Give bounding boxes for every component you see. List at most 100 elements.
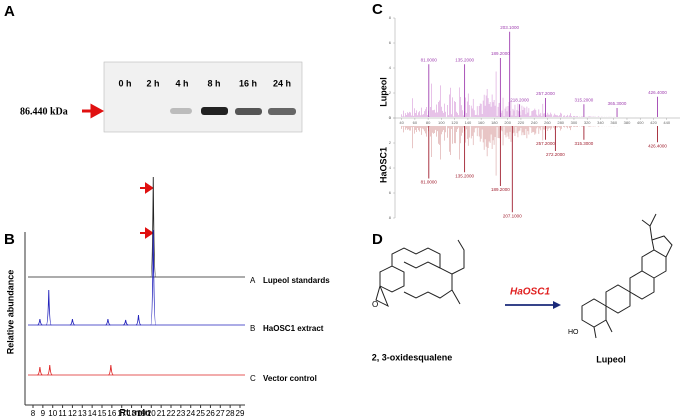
blot-band: [235, 108, 262, 115]
blot-membrane: [103, 61, 303, 133]
x-tick-label: 11: [58, 409, 67, 418]
spectrum-label: Lupeol: [378, 77, 388, 107]
x-tick-label: 320: [584, 120, 591, 125]
blot-band: [170, 108, 192, 114]
lane-label: 4 h: [175, 78, 188, 88]
trace-name: HaOSC1 extract: [263, 324, 324, 333]
lane-label: 8 h: [207, 78, 220, 88]
marker-arrow: [82, 103, 105, 119]
x-tick-label: 13: [78, 409, 87, 418]
peak: [135, 314, 142, 326]
peak-label: 257.2000: [536, 91, 555, 96]
x-tick-label: 16: [107, 409, 116, 418]
peak-label: 272.2000: [546, 152, 565, 157]
x-tick-label: 160: [478, 120, 485, 125]
x-tick-label: 180: [491, 120, 498, 125]
peak: [108, 364, 114, 376]
trace-letter: C: [250, 374, 256, 383]
x-tick-label: 12: [68, 409, 77, 418]
y-tick-label: 8: [389, 215, 392, 220]
peak-label: 203.1000: [500, 25, 519, 30]
x-tick-label: 140: [465, 120, 472, 125]
peak-label: 135.2000: [455, 173, 474, 178]
y-tick-label: 8: [389, 15, 392, 20]
reaction-arrowhead: [553, 301, 561, 309]
x-tick-label: 23: [176, 409, 185, 418]
x-tick-label: 400: [637, 120, 644, 125]
substrate-structure: [375, 239, 465, 308]
x-tick-label: 80: [426, 120, 431, 125]
lane-label: 24 h: [273, 78, 291, 88]
x-tick-label: 15: [98, 409, 107, 418]
x-tick-label: 25: [196, 409, 205, 418]
x-tick-label: 440: [663, 120, 670, 125]
x-tick-label: 260: [544, 120, 551, 125]
spectrum-label: HaOSC1: [378, 147, 388, 183]
x-tick-label: 8: [31, 409, 36, 418]
x-axis-label: Rt :min: [120, 407, 151, 417]
panel-label: C: [372, 1, 383, 18]
peak-label: 315.3000: [575, 141, 594, 146]
peak-label: 189.2000: [491, 51, 510, 56]
blot-band: [201, 107, 228, 115]
x-tick-label: 380: [624, 120, 631, 125]
substrate-name: 2, 3-oxidesqualene: [372, 352, 453, 362]
y-tick-label: 2: [389, 140, 392, 145]
x-tick-label: 28: [226, 409, 235, 418]
peak-label: 81.0000: [421, 180, 438, 185]
y-tick-label: 0: [389, 115, 392, 120]
peak-label: 189.2000: [491, 187, 510, 192]
x-tick-label: 29: [236, 409, 245, 418]
panel-label: B: [4, 231, 15, 248]
y-axis-label: Relative abundance: [5, 270, 15, 355]
x-tick-label: 10: [48, 409, 57, 418]
peak: [37, 366, 43, 376]
peak: [105, 318, 111, 326]
y-tick-label: 2: [389, 90, 392, 95]
product-structure: [581, 213, 673, 339]
x-tick-label: 24: [186, 409, 195, 418]
peak-label: 426.4000: [648, 143, 667, 148]
panel-label: A: [4, 3, 15, 20]
y-tick-label: 4: [389, 165, 392, 170]
y-tick-label: 6: [389, 40, 392, 45]
x-tick-label: 60: [413, 120, 418, 125]
x-tick-label: 19: [137, 409, 146, 418]
x-tick-label: 17: [117, 409, 126, 418]
peak-label: 257.2000: [536, 141, 555, 146]
x-tick-label: 280: [557, 120, 564, 125]
peak: [150, 176, 157, 278]
marker-label: 86.440 kDa: [20, 106, 68, 117]
peak: [69, 318, 76, 326]
x-tick-label: 200: [504, 120, 511, 125]
x-tick-label: 360: [610, 120, 617, 125]
peak: [47, 364, 53, 376]
lane-label: 2 h: [146, 78, 159, 88]
peak-label: 207.1000: [503, 213, 522, 218]
enzyme-name: HaOSC1: [510, 287, 550, 298]
y-tick-label: 6: [389, 190, 392, 195]
lane-label: 16 h: [239, 78, 257, 88]
product-name: Lupeol: [596, 354, 626, 364]
x-tick-label: 340: [597, 120, 604, 125]
x-tick-label: 18: [127, 409, 136, 418]
x-tick-label: 27: [216, 409, 225, 418]
x-tick-label: 9: [41, 409, 46, 418]
x-tick-label: 100: [438, 120, 445, 125]
peak-label: 315.2000: [575, 97, 594, 102]
trace-letter: A: [250, 276, 256, 285]
x-tick-label: 240: [531, 120, 538, 125]
panel-label: D: [372, 231, 383, 248]
atom-label: HO: [568, 329, 579, 336]
peak-label: 218.2000: [510, 97, 529, 102]
peak: [45, 289, 52, 326]
trace-name: Vector control: [263, 374, 317, 383]
peak: [123, 319, 129, 326]
peak-arrow: [140, 182, 154, 239]
peak-label: 135.2000: [455, 57, 474, 62]
x-tick-label: 20: [147, 409, 156, 418]
x-tick-label: 120: [451, 120, 458, 125]
blot-band: [268, 108, 296, 115]
peak: [150, 229, 157, 326]
